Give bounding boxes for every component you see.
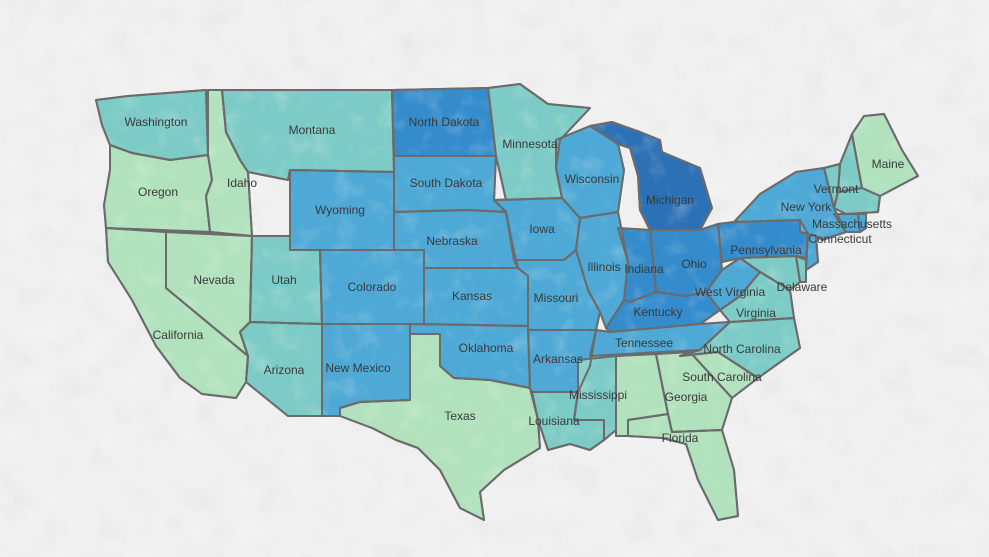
state-label-north-carolina: North Carolina — [703, 342, 781, 356]
state-label-minnesota: Minnesota — [502, 137, 558, 151]
state-label-north-dakota: North Dakota — [409, 115, 480, 129]
state-label-delaware: Delaware — [777, 280, 828, 294]
state-label-tennessee: Tennessee — [615, 336, 673, 350]
border-michigan — [589, 121, 713, 231]
state-label-pennsylvania: Pennsylvania — [730, 243, 802, 257]
state-label-indiana: Indiana — [624, 262, 664, 276]
state-label-kansas: Kansas — [452, 289, 492, 303]
state-label-oregon: Oregon — [138, 185, 178, 199]
border-maryland — [739, 255, 801, 291]
border-rhode-island — [857, 213, 867, 233]
state-label-colorado: Colorado — [348, 280, 397, 294]
state-label-louisiana: Louisiana — [528, 414, 580, 428]
state-label-oklahoma: Oklahoma — [459, 341, 514, 355]
state-label-ohio: Ohio — [681, 257, 707, 271]
border-minnesota — [487, 83, 591, 201]
state-label-wyoming: Wyoming — [315, 203, 365, 217]
state-label-kentucky: Kentucky — [633, 305, 682, 319]
state-label-missouri: Missouri — [534, 291, 579, 305]
state-label-georgia: Georgia — [665, 390, 708, 404]
state-label-montana: Montana — [289, 123, 336, 137]
state-label-mississippi: Mississippi — [569, 388, 627, 402]
state-labels-layer: Washington Montana North Dakota Minnesota Or… — [125, 115, 905, 445]
state-label-arizona: Arizona — [264, 363, 305, 377]
state-label-idaho: Idaho — [227, 176, 257, 190]
state-label-wisconsin: Wisconsin — [565, 172, 620, 186]
state-label-nevada: Nevada — [193, 273, 235, 287]
state-label-washington: Washington — [125, 115, 188, 129]
state-label-nebraska: Nebraska — [426, 234, 478, 248]
state-label-connecticut: Connecticut — [808, 232, 872, 246]
state-label-maine: Maine — [872, 157, 905, 171]
state-label-new-mexico: New Mexico — [325, 361, 391, 375]
state-label-texas: Texas — [444, 409, 475, 423]
state-label-california: California — [153, 328, 204, 342]
state-label-michigan: Michigan — [646, 193, 694, 207]
state-label-iowa: Iowa — [529, 222, 555, 236]
border-missouri — [513, 249, 601, 331]
border-new-jersey — [799, 231, 819, 271]
state-label-florida: Florida — [662, 431, 699, 445]
state-label-illinois: Illinois — [587, 260, 620, 274]
border-texas — [339, 333, 541, 521]
state-label-massachusetts: Massachusetts — [812, 217, 892, 231]
state-label-vermont: Vermont — [814, 182, 859, 196]
state-label-south-carolina: South Carolina — [682, 370, 762, 384]
border-florida — [627, 413, 739, 521]
state-label-utah: Utah — [271, 273, 296, 287]
state-label-new-york: New York — [781, 200, 833, 214]
state-label-virginia: Virginia — [736, 306, 776, 320]
state-label-south-dakota: South Dakota — [410, 176, 483, 190]
state-label-west-virginia: West Virginia — [695, 285, 766, 299]
state-label-arkansas: Arkansas — [533, 352, 583, 366]
